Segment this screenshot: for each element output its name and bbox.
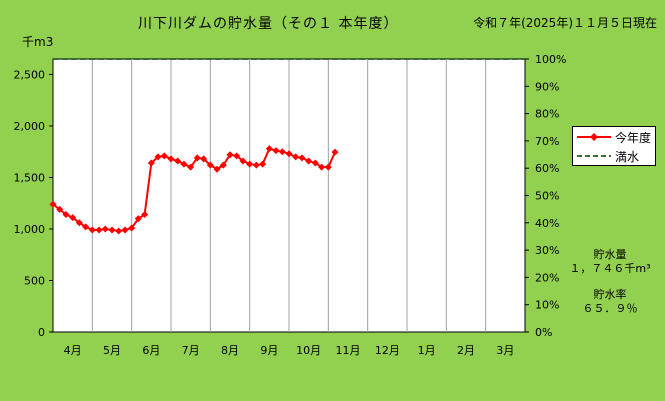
data-point (82, 223, 90, 231)
data-point (56, 205, 64, 213)
y-tick-label: 0 (38, 326, 45, 339)
y2-tick-label: 70% (535, 135, 559, 148)
data-point (128, 224, 136, 232)
data-point (88, 226, 96, 234)
data-point (292, 153, 300, 161)
data-point (174, 157, 182, 165)
legend-label-current-year: 今年度 (615, 131, 652, 145)
data-point (239, 157, 247, 165)
data-point (246, 160, 254, 168)
data-point (318, 163, 326, 171)
data-point (298, 154, 306, 162)
data-point (95, 226, 103, 234)
data-point (278, 148, 286, 156)
x-tick-label: 1月 (418, 344, 436, 357)
y-tick-label: 2,500 (14, 68, 46, 81)
x-tick-label: 8月 (221, 344, 239, 357)
data-point (62, 211, 70, 219)
data-point (69, 214, 77, 222)
data-point (206, 161, 214, 169)
x-tick-label: 6月 (142, 344, 160, 357)
y-tick-label: 1,500 (14, 171, 46, 184)
data-point (121, 226, 129, 234)
data-point (154, 153, 162, 161)
y2-tick-label: 40% (535, 217, 559, 230)
chart-title: 川下川ダムの貯水量（その１ 本年度） (138, 16, 399, 32)
legend-label-full: 満水 (615, 150, 640, 164)
x-tick-label: 3月 (496, 344, 514, 357)
rate-value: ６５．９％ (582, 302, 638, 315)
x-tick-label: 9月 (260, 344, 278, 357)
y2-tick-label: 90% (535, 80, 559, 93)
data-point (187, 163, 195, 171)
data-point (331, 148, 339, 156)
y2-tick-label: 30% (535, 244, 559, 257)
x-tick-label: 12月 (375, 344, 400, 357)
data-point (233, 152, 241, 160)
data-point (324, 163, 332, 171)
y-tick-label: 1,000 (14, 223, 46, 236)
data-point (134, 215, 142, 223)
data-point (101, 225, 109, 233)
y2-tick-label: 10% (535, 299, 559, 312)
data-point (167, 155, 175, 163)
x-tick-label: 2月 (457, 344, 475, 357)
data-point (265, 145, 273, 153)
legend-line-red (577, 133, 611, 141)
x-tick-label: 7月 (182, 344, 200, 357)
legend: 今年度 満水 (572, 126, 656, 166)
y2-tick-label: 20% (535, 271, 559, 284)
data-point (49, 200, 57, 208)
legend-line-dashed (577, 155, 611, 157)
storage-label: 貯水量 (593, 248, 627, 261)
storage-value: １，７４６千m³ (569, 262, 651, 275)
y2-tick-label: 50% (535, 190, 559, 203)
data-point (75, 219, 83, 227)
x-tick-label: 5月 (103, 344, 121, 357)
data-point (226, 151, 234, 159)
data-point (193, 154, 201, 162)
data-point (219, 161, 227, 169)
rate-label: 貯水率 (593, 288, 627, 301)
x-tick-label: 11月 (336, 344, 361, 357)
data-point (115, 227, 123, 235)
data-point (272, 147, 280, 155)
data-point (108, 226, 116, 234)
x-tick-label: 4月 (64, 344, 82, 357)
date-label: 令和７年(2025年)１１月５日現在 (473, 16, 657, 30)
data-point (311, 159, 319, 167)
y-axis-unit: 千m3 (22, 35, 54, 49)
y2-tick-label: 60% (535, 162, 559, 175)
y2-tick-label: 100% (535, 53, 566, 66)
x-tick-label: 10月 (296, 344, 321, 357)
legend-item-current-year: 今年度 (573, 128, 657, 146)
data-point (200, 155, 208, 163)
data-point (180, 160, 188, 168)
data-point (305, 157, 313, 165)
data-point (213, 165, 221, 173)
y-tick-label: 2,000 (14, 120, 46, 133)
data-point (259, 160, 267, 168)
data-point (147, 159, 155, 167)
y-tick-label: 500 (24, 274, 45, 287)
data-point (141, 211, 149, 219)
y2-tick-label: 80% (535, 108, 559, 121)
data-point (160, 152, 168, 160)
storage-info: 貯水量 １，７４６千m³ 貯水率 ６５．９％ (560, 248, 660, 316)
y2-tick-label: 0% (535, 326, 552, 339)
legend-item-full: 満水 (573, 147, 657, 165)
data-point (252, 161, 260, 169)
data-point (285, 150, 293, 158)
